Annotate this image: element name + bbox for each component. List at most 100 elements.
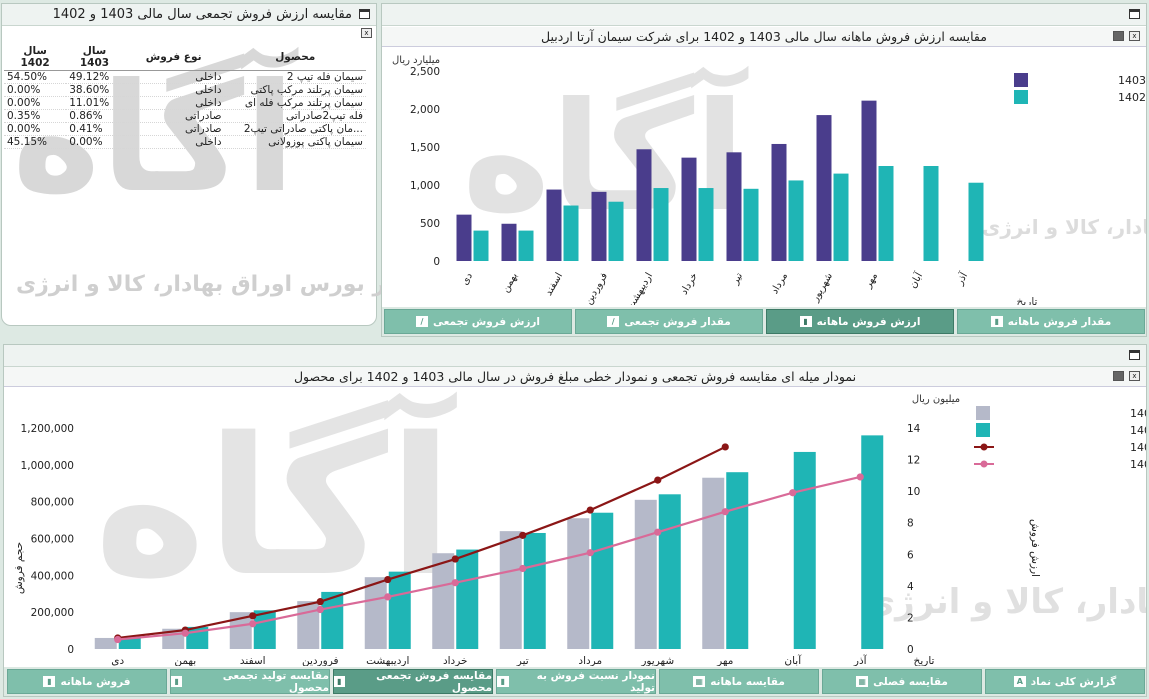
legend-swatch (976, 423, 990, 437)
bar-1402 (253, 610, 276, 649)
bar-1403 (297, 601, 320, 649)
y-tick-label: 400,000 (31, 570, 74, 582)
line-point (316, 598, 324, 606)
cell-1402: 0.00% (4, 83, 67, 97)
tab-1[interactable]: مقدار فروش ماهانه ▮ (957, 309, 1145, 334)
bar-1403 (546, 189, 562, 261)
col-1403[interactable]: سال 1403 (66, 44, 123, 71)
line-point (856, 473, 864, 481)
bar-1403 (456, 214, 472, 261)
product-share-panel-header: مقایسه ارزش فروش تجمعی سال مالی 1403 و 1… (2, 4, 376, 26)
y-tick-label: 800,000 (31, 497, 74, 509)
monthly-sales-panel: مقایسه ارزش فروش ماهانه سال مالی 1403 و … (381, 3, 1147, 337)
table-row[interactable]: سیمان پرتلند مرکب پاکتی داخلی 38.60% 0.00% (4, 83, 366, 97)
print-icon[interactable] (1113, 31, 1124, 41)
x-tick-label: مهر (716, 655, 733, 666)
cell-product: سیمان پاکتی پوزولانی (224, 135, 366, 149)
x-axis-label: تاریخ (914, 655, 935, 666)
bar-1402 (518, 230, 534, 261)
tab-3[interactable]: مقدار فروش تجمعی ∕ (575, 309, 763, 334)
line-point (451, 555, 459, 563)
y-tick-label: 200,000 (31, 607, 74, 619)
y-tick-label: 500 (420, 218, 440, 230)
line-point (249, 612, 257, 620)
x-tick-label: تیر (729, 271, 745, 287)
x-tick-label: فروردین (583, 271, 610, 305)
bar-1403 (816, 115, 832, 261)
maximize-icon[interactable] (1129, 9, 1140, 19)
legend-label: ارزش فروش تجمعی 1403 (1130, 441, 1146, 454)
tab-label: گزارش کلی نماد (1030, 675, 1117, 688)
bar-1403 (567, 518, 590, 649)
y-axis-unit: میلیارد ریال (392, 55, 440, 66)
tab-2[interactable]: ارزش فروش ماهانه ▮ (766, 309, 954, 334)
legend-label: ارزش فروش تجمعی 1402 (1130, 458, 1146, 471)
bar-1402 (118, 637, 141, 649)
legend-label: حجم فروش تجمعی 1403 (1130, 407, 1146, 420)
bar-1403 (771, 143, 787, 261)
cell-type: صادراتی (122, 109, 225, 123)
tab-4[interactable]: ارزش فروش تجمعی ∕ (384, 309, 572, 334)
line-point (181, 629, 189, 637)
export-excel-icon[interactable]: x (1129, 371, 1140, 381)
maximize-icon[interactable] (359, 9, 370, 19)
bar-1402 (608, 201, 624, 261)
table-icon: ▦ (693, 676, 706, 687)
x-tick-label: شهریور (640, 655, 674, 666)
bar-1403 (364, 577, 387, 649)
x-tick-label: دی (459, 271, 475, 287)
cell-1403: 0.86% (66, 109, 123, 123)
x-tick-label: اردیبهشت (366, 655, 409, 666)
legend-swatch (976, 406, 990, 420)
line-1403 (117, 445, 726, 640)
tab-5[interactable]: مقایسه فروش تجمعی محصول ▮ (333, 669, 493, 694)
tab-2[interactable]: مقایسه فصلی ▦ (822, 669, 982, 694)
line-point (519, 531, 527, 539)
x-tick-label: فروردین (302, 655, 339, 666)
print-icon[interactable] (1113, 371, 1124, 381)
tab-3[interactable]: مقایسه ماهانه ▦ (659, 669, 819, 694)
export-excel-icon[interactable]: x (1129, 31, 1140, 41)
maximize-icon[interactable] (1129, 350, 1140, 360)
table-header-row: محصول نوع فروش سال 1403 سال 1402 (4, 44, 366, 71)
table-row[interactable]: سیمان فله تیپ 2 داخلی 49.12% 54.50% (4, 70, 366, 84)
x-axis-label: تاریخ (1017, 296, 1038, 305)
tab-1[interactable]: گزارش کلی نماد A (985, 669, 1145, 694)
col-1402[interactable]: سال 1402 (4, 44, 67, 71)
line-1402 (117, 475, 861, 641)
tab-6[interactable]: مقایسه تولید تجمعی محصول ▮ (170, 669, 330, 694)
x-tick-label: اسفند (240, 655, 266, 666)
table-row[interactable]: سیمان پاکتی پوزولانی داخلی 0.00% 45.15% (4, 135, 366, 149)
table-row[interactable]: سیمان پرتلند مرکب فله ای داخلی 11.01% 0.00% (4, 96, 366, 110)
tab-4[interactable]: نمودار نسبت فروش به تولید ▮ (496, 669, 656, 694)
bar-1402 (698, 188, 714, 261)
x-tick-label: آذر (853, 654, 868, 666)
tab-label: نمودار نسبت فروش به تولید (536, 669, 655, 694)
bar-1403 (501, 223, 517, 261)
line-point (451, 579, 459, 587)
y-tick-label: 1,000 (410, 180, 440, 192)
tab-7[interactable]: فروش ماهانه ▮ (7, 669, 167, 694)
tab-label: مقایسه فروش تجمعی محصول (376, 669, 492, 694)
cell-product: سیمان پرتلند مرکب فله ای (224, 96, 366, 110)
bar-chart-icon: ▮ (990, 316, 1003, 327)
legend-label: حجم فروش تجمعی 1402 (1130, 424, 1146, 437)
cell-1403: 0.41% (66, 122, 123, 136)
tab-label: مقایسه ماهانه (710, 675, 785, 688)
y2-tick-label: 0 (907, 644, 914, 656)
x-tick-label: مهر (862, 271, 880, 291)
table-row[interactable]: ...مان پاکتی صادراتی تیپ2 صادراتی 0.41% 0.0… (4, 122, 366, 136)
col-type[interactable]: نوع فروش (122, 44, 225, 71)
line-point (114, 635, 122, 644)
bar-chart-icon: ▮ (497, 676, 509, 687)
table-row[interactable]: فله تیپ2صادراتی صادراتی 0.86% 0.35% (4, 109, 366, 123)
table-icon: ▦ (856, 676, 869, 687)
y2-tick-label: 2 (907, 612, 914, 624)
cell-type: داخلی (122, 135, 225, 149)
export-excel-icon[interactable]: x (361, 28, 372, 38)
legend-swatch (980, 443, 988, 451)
y2-tick-label: 4 (907, 581, 914, 593)
col-product[interactable]: محصول (224, 44, 366, 71)
bar-1402 (788, 180, 804, 261)
